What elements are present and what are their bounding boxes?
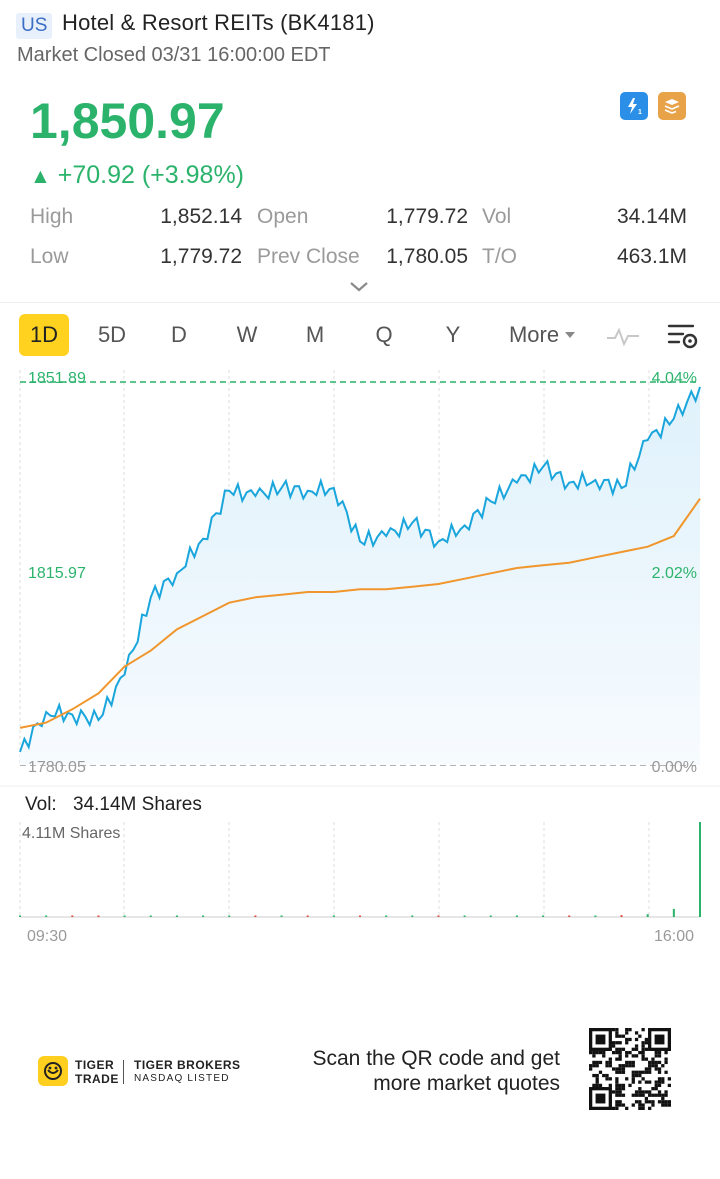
volume-bar [332,915,335,917]
volume-bar [542,915,545,917]
volume-bar [280,915,283,917]
volume-bar [306,915,309,917]
price-area [20,386,700,765]
price-low-label: 1780.05 [28,759,86,776]
tiger-logo-icon [38,1056,68,1086]
volume-bar [97,915,100,917]
period-tabs: 1D 5D D W M Q Y More [0,314,720,358]
volume-bar [463,915,466,917]
volume-bar [19,915,21,917]
chart-settings-icon[interactable] [666,322,700,352]
price-high-label: 1851.89 [28,370,86,387]
volume-bar [71,915,74,917]
tab-more[interactable]: More [503,314,565,356]
tab-more-label: More [508,322,560,347]
brokers-line-2: NASDAQ LISTED [134,1073,230,1084]
stat-to-label: T/O [482,245,517,268]
share-footer: TIGER TRADE TIGER BROKERS NASDAQ LISTED … [0,980,720,1179]
volume-bar [620,915,623,917]
time-end-label: 16:00 [654,928,694,945]
pct-mid-label: 2.02% [652,565,697,582]
stat-to-value: 463.1M [616,245,687,268]
volume-bar [202,915,205,917]
change-value: +70.92 (+3.98%) [57,161,244,189]
volume-bar [45,915,48,917]
volume-axis-label: 4.11M Shares [22,825,120,842]
tab-w[interactable]: W [236,322,258,347]
stat-open-value: 1,779.72 [386,205,468,228]
stat-vol-label: Vol [482,205,512,228]
volume-bar [359,915,361,917]
volume-bar [411,915,414,917]
volume-bar [254,915,257,917]
stat-low-value: 1,779.72 [160,245,242,268]
brokers-line-1: TIGER BROKERS [134,1058,241,1072]
brand-divider [123,1060,124,1084]
flash-level-1-icon[interactable]: 1 [620,92,648,120]
chart-svg: 1851.89 1815.97 1780.05 4.04% 2.02% 0.00… [0,370,720,945]
price-mid-label: 1815.97 [28,565,86,582]
series-average-line [19,498,701,729]
svg-text:1: 1 [638,109,642,116]
series-price-line [19,386,701,753]
up-arrow-icon: ▲ [30,165,51,188]
tab-y[interactable]: Y [445,322,461,347]
brand-line-2: TRADE [75,1072,119,1086]
volume-bar [175,915,178,917]
pct-high-label: 4.04% [652,370,697,387]
market-status: Market Closed 03/31 16:00:00 EDT [17,44,331,66]
indicator-wave-icon[interactable] [606,324,640,348]
market-badge: US [16,13,53,39]
volume-bar [437,915,440,917]
stat-prev-close-label: Prev Close [257,245,360,268]
volume-bar [123,915,126,917]
price-change: ▲ +70.92 (+3.98%) [30,161,244,190]
volume-bar [568,915,571,917]
time-start-label: 09:30 [27,928,67,945]
last-price: 1,850.97 [30,93,225,149]
caret-down-icon [565,332,575,338]
quote-header: US Hotel & Resort REITs (BK4181) Market … [0,0,720,300]
tab-m[interactable]: M [305,322,325,347]
scan-line-1: Scan the QR code and get [312,1047,561,1070]
volume-bar [515,915,518,917]
volume-label: Vol: [25,794,57,815]
qr-code-icon[interactable] [589,1028,671,1110]
scan-line-2: more market quotes [373,1072,560,1095]
stat-vol-value: 34.14M [616,205,687,228]
volume-bar [149,915,152,917]
scan-prompt: Scan the QR code and get more market quo… [313,1046,561,1096]
volume-bar [385,915,388,917]
page-title: Hotel & Resort REITs (BK4181) [62,10,375,35]
chevron-down-icon[interactable] [349,280,369,294]
volume-bar [699,822,701,917]
volume-bar [672,908,675,917]
pct-low-label: 0.00% [652,759,697,776]
tab-1d[interactable]: 1D [19,314,69,356]
tab-q[interactable]: Q [375,322,393,347]
stat-open-label: Open [257,205,309,228]
stat-high-value: 1,852.14 [160,205,242,228]
stat-low-label: Low [30,245,69,268]
brand-line-1: TIGER [75,1058,115,1072]
divider [0,302,720,303]
volume-bar [228,915,231,917]
intraday-chart[interactable]: 1851.89 1815.97 1780.05 4.04% 2.02% 0.00… [0,360,720,960]
tab-d[interactable]: D [171,322,187,347]
volume-bar [489,915,492,917]
stat-high-label: High [30,205,74,228]
volume-bar [646,914,649,917]
stat-prev-close-value: 1,780.05 [386,245,468,268]
volume-bar [594,915,597,917]
tab-5d[interactable]: 5D [97,322,127,347]
volume-value: 34.14M Shares [73,794,202,815]
stack-a-icon[interactable] [658,92,686,120]
